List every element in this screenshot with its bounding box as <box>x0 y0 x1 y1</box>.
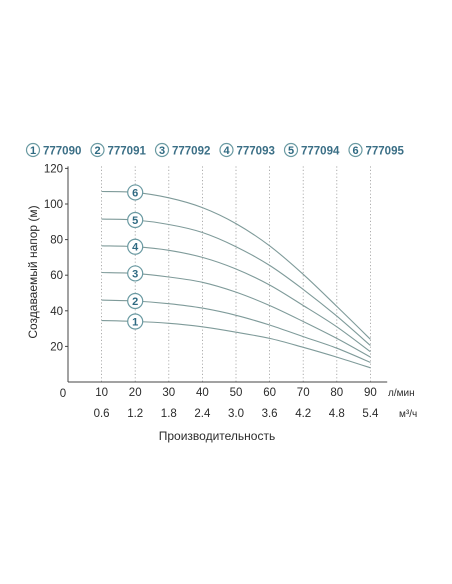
legend: 1 777090 2 777091 3 777092 4 777093 5 777094 6 7770… <box>25 142 405 158</box>
x-tick-label-primary: 50 <box>230 387 243 399</box>
curve-badge-5 <box>127 211 144 229</box>
legend-badge-3 <box>154 142 170 158</box>
axes: 20406080100120100.6201.2301.8402.4503.06… <box>44 163 388 420</box>
x-tick-label-secondary: 4.2 <box>295 408 311 420</box>
legend-model-label: 777090 <box>43 146 81 158</box>
x-unit-secondary: м³/ч <box>399 409 417 420</box>
curve-badge-1 <box>127 313 144 330</box>
legend-badge-number: 6 <box>352 145 358 157</box>
y-tick-label: 60 <box>50 270 63 282</box>
legend-model-label: 777092 <box>172 146 210 158</box>
x-tick-label-primary: 10 <box>95 387 108 399</box>
legend-badge-number: 4 <box>223 145 230 157</box>
curve-badge-number: 3 <box>132 268 138 280</box>
curve-badge-4 <box>127 238 144 255</box>
curve-badge-number: 2 <box>132 296 138 308</box>
curve-badge-3 <box>127 265 144 282</box>
x-tick-label-secondary: 3.0 <box>228 408 244 420</box>
y-tick-label: 40 <box>50 306 63 318</box>
curve-badge-number: 1 <box>132 316 138 328</box>
legend-badge-6 <box>348 142 363 158</box>
x-tick-label-secondary: 3.6 <box>262 408 278 420</box>
x-tick-label-primary: 40 <box>196 387 209 399</box>
legend-badge-number: 1 <box>30 145 36 157</box>
legend-badge-2 <box>90 142 105 158</box>
curve-6 <box>101 190 371 340</box>
y-tick-label: 120 <box>44 163 63 175</box>
axis-labels: Создаваемый напор (м) Производительность… <box>26 205 417 443</box>
legend-badge-5 <box>283 142 299 158</box>
y-zero-label: 0 <box>60 388 66 400</box>
legend-badge-4 <box>219 142 234 158</box>
x-tick-label-primary: 70 <box>297 387 310 399</box>
curve-5 <box>101 218 371 346</box>
legend-model-label: 777095 <box>366 146 405 158</box>
x-tick-label-primary: 20 <box>129 387 142 399</box>
y-tick-label: 20 <box>50 341 63 353</box>
curve-3 <box>101 271 371 358</box>
x-tick-label-primary: 60 <box>263 387 276 399</box>
x-tick-label-secondary: 4.8 <box>329 408 345 420</box>
y-tick-label: 80 <box>50 235 63 247</box>
x-tick-label-primary: 80 <box>330 387 343 399</box>
x-tick-label-secondary: 1.8 <box>161 408 177 420</box>
legend-badge-number: 5 <box>288 145 294 157</box>
curve-badge-6 <box>127 184 144 201</box>
legend-badge-number: 3 <box>159 145 165 157</box>
curve-badges: 1 2 3 4 5 6 <box>127 184 144 330</box>
x-tick-label-secondary: 1.2 <box>127 408 143 420</box>
legend-model-label: 777091 <box>108 146 147 158</box>
x-axis-title: Производительность <box>159 429 275 443</box>
curve-1 <box>101 320 371 369</box>
y-tick-label: 100 <box>44 199 63 211</box>
curve-badge-number: 5 <box>132 215 138 227</box>
x-tick-label-primary: 90 <box>364 387 377 399</box>
x-unit-primary: л/мин <box>388 388 415 399</box>
curve-badge-number: 4 <box>132 242 139 254</box>
curve-badge-number: 6 <box>132 187 138 199</box>
x-tick-label-secondary: 5.4 <box>362 408 379 420</box>
legend-model-label: 777094 <box>301 146 340 158</box>
curve-2 <box>101 299 371 363</box>
curve-badge-2 <box>127 292 144 310</box>
legend-model-label: 777093 <box>237 146 275 158</box>
x-tick-label-secondary: 0.6 <box>94 408 110 420</box>
legend-badge-1 <box>25 142 41 158</box>
curves <box>101 190 371 369</box>
curve-4 <box>101 245 371 353</box>
legend-badge-number: 2 <box>94 145 100 157</box>
x-tick-label-secondary: 2.4 <box>194 408 211 420</box>
x-tick-label-primary: 30 <box>162 387 175 399</box>
y-axis-title: Создаваемый напор (м) <box>26 205 40 338</box>
